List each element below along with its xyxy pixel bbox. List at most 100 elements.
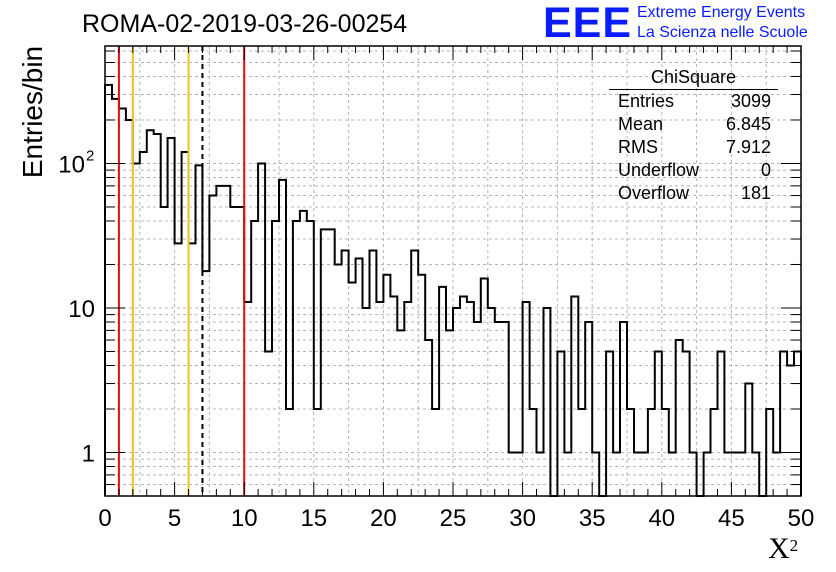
histogram-bar <box>439 287 446 496</box>
stats-value: 3099 <box>730 91 771 111</box>
x-tick-label: 20 <box>370 505 397 532</box>
stats-label: Underflow <box>618 160 700 180</box>
stats-value: 6.845 <box>725 114 771 134</box>
y-tick-label: 10 <box>68 296 95 323</box>
histogram-bar <box>557 351 564 496</box>
histogram-bar <box>585 322 592 496</box>
histogram-bar <box>209 196 216 496</box>
y-axis-label: Entries/bin <box>17 45 48 179</box>
histogram-bar <box>349 283 356 496</box>
histogram-bar <box>411 250 418 496</box>
histogram-bar <box>655 351 662 496</box>
histogram-bar <box>711 409 718 496</box>
histogram-bar <box>502 322 509 496</box>
histogram-bar <box>474 322 481 496</box>
logo-tagline-2: La Scienza nelle Scuole <box>637 24 808 41</box>
histogram-bar <box>112 99 119 496</box>
x-tick-label: 25 <box>440 505 467 532</box>
stats-box: ChiSquare Entries 3099 Mean 6.845 RMS 7.912… <box>609 66 778 205</box>
histogram-bar <box>279 180 286 496</box>
histogram-bar <box>251 221 258 496</box>
histogram-bar <box>731 452 738 496</box>
histogram-bar <box>328 229 335 496</box>
stats-label: Mean <box>618 114 664 134</box>
histogram-bar <box>356 259 363 496</box>
y-tick-label: 10 <box>58 151 85 178</box>
histogram-bar <box>537 452 544 496</box>
histogram-bar <box>488 308 495 496</box>
histogram-bar <box>237 207 244 496</box>
histogram-bar <box>794 351 801 496</box>
x-axis-label-symbol: X <box>768 532 790 565</box>
histogram-bar <box>126 120 133 496</box>
histogram-bar <box>787 365 794 496</box>
histogram-series <box>104 83 802 497</box>
x-tick-label: 5 <box>168 505 181 532</box>
histogram-bar <box>182 152 189 496</box>
histogram-bar <box>467 302 474 496</box>
x-tick-label: 10 <box>231 505 258 532</box>
histogram-bar <box>634 452 641 496</box>
histogram-bar <box>592 452 599 496</box>
histogram-bar <box>432 409 439 496</box>
histogram-bar <box>564 452 571 496</box>
histogram-bar <box>369 250 376 496</box>
histogram-bar <box>752 452 759 496</box>
histogram-bar <box>495 322 502 496</box>
stats-value: 0 <box>760 160 771 180</box>
histogram-bar <box>453 308 460 496</box>
stats-row-mean: Mean 6.845 <box>609 113 778 136</box>
histogram-bar <box>175 243 182 496</box>
y-tick-label-exponent: 2 <box>86 147 94 164</box>
histogram-bar <box>662 409 669 496</box>
histogram-bar <box>446 330 453 496</box>
histogram-bar <box>509 452 516 496</box>
histogram-bar <box>543 308 550 496</box>
x-tick-label: 15 <box>300 505 327 532</box>
stats-value: 181 <box>740 183 771 203</box>
stats-row-underflow: Underflow 0 <box>609 159 778 182</box>
histogram-bar <box>223 186 230 496</box>
histogram-bar <box>738 452 745 496</box>
histogram-bar <box>780 351 787 496</box>
stats-row-rms: RMS 7.912 <box>609 136 778 159</box>
logo-tagline-1: Extreme Energy Events <box>637 4 806 21</box>
stats-label: Overflow <box>618 183 690 203</box>
x-tick-label: 40 <box>648 505 675 532</box>
histogram-bar <box>105 85 112 496</box>
histogram-bar <box>189 243 196 496</box>
eee-logo: EEE <box>543 0 633 47</box>
histogram-bar <box>683 351 690 496</box>
histogram-title: ROMA-02-2019-03-26-00254 <box>82 10 408 38</box>
histogram-bar <box>627 409 634 496</box>
histogram-bar <box>272 221 279 496</box>
histogram-bar <box>418 275 425 496</box>
x-axis-label: X2 <box>768 532 798 566</box>
histogram-bar <box>404 302 411 496</box>
histogram-bar <box>321 229 328 496</box>
histogram-bar <box>516 452 523 496</box>
histogram-bar <box>216 186 223 496</box>
histogram-bar <box>641 452 648 496</box>
histogram-bar <box>286 409 293 496</box>
stats-row-entries: Entries 3099 <box>609 90 778 113</box>
histogram-bar <box>766 409 773 496</box>
histogram-bar <box>147 130 154 496</box>
histogram-bar <box>571 297 578 496</box>
histogram-bar <box>161 207 168 496</box>
histogram-bar <box>168 138 175 496</box>
histogram-bar <box>425 340 432 496</box>
histogram-bar <box>606 351 613 496</box>
histogram-bar <box>669 452 676 496</box>
histogram-bar <box>293 221 300 496</box>
x-axis-label-exponent: 2 <box>789 536 799 555</box>
x-tick-label: 50 <box>788 505 815 532</box>
histogram-bar <box>530 409 537 496</box>
histogram-bar <box>307 221 314 496</box>
histogram-bar <box>390 297 397 496</box>
histogram-bar <box>773 452 780 496</box>
histogram-bar <box>202 271 209 496</box>
histogram-bar <box>335 264 342 496</box>
